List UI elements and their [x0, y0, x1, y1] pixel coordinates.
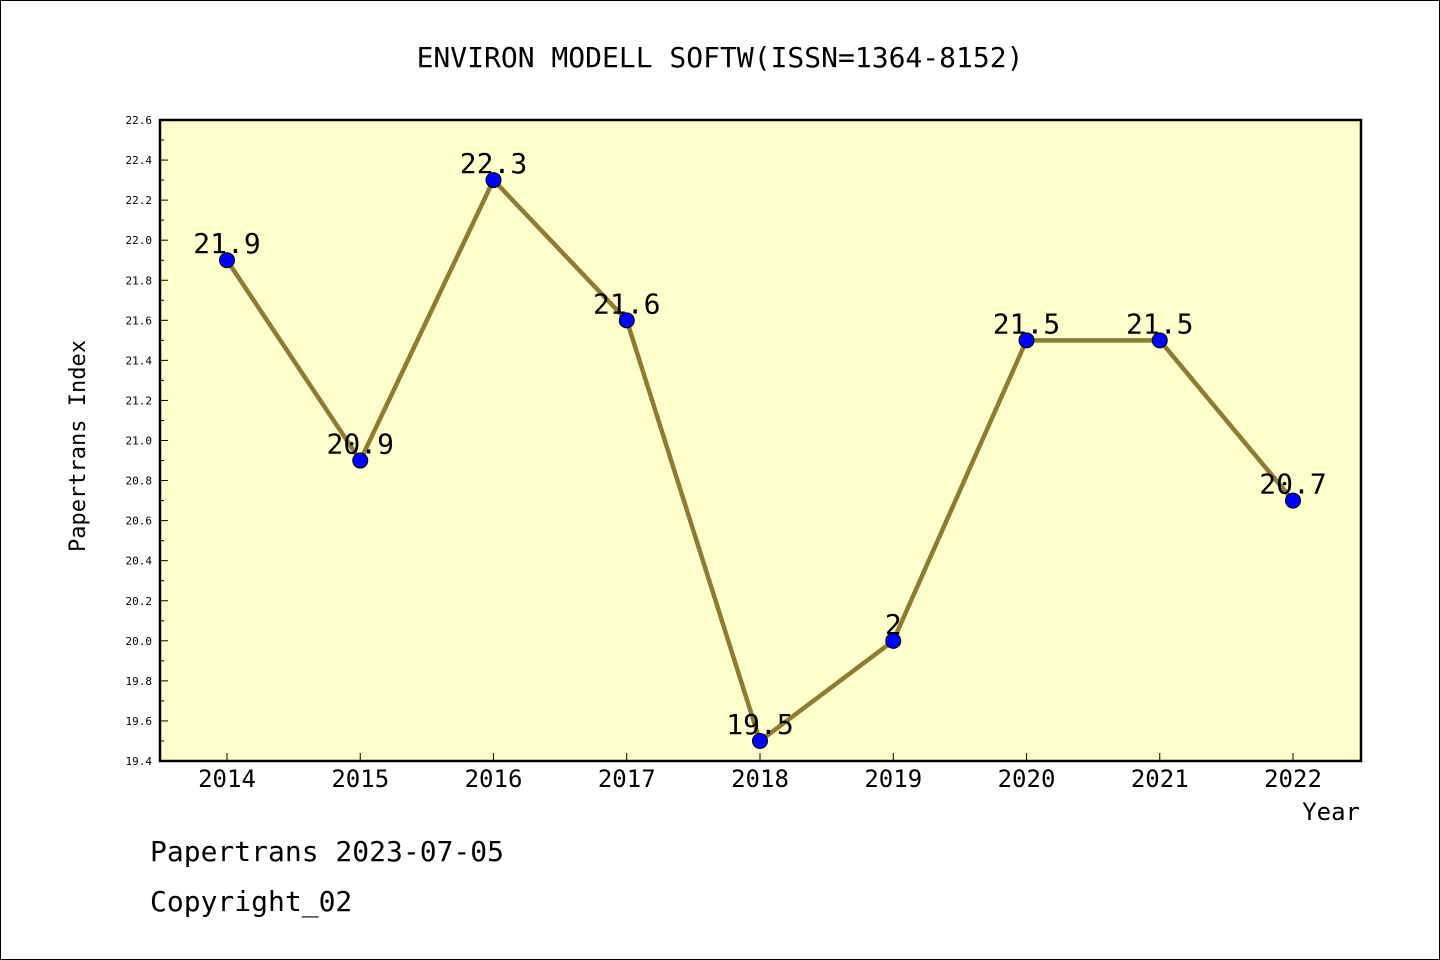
data-label: 22.3: [460, 147, 527, 180]
data-point: [485, 172, 502, 189]
y-tick-label: 20.2: [126, 595, 153, 608]
y-tick-label: 20.4: [126, 555, 153, 568]
x-tick-label: 2022: [1264, 765, 1322, 793]
footer-copyright: Copyright_02: [150, 885, 353, 918]
y-axis-ticks: 19.4 19.6 19.8 20.0 20.2 20.4 20.6 20.8 21.0 21.2…: [126, 114, 168, 768]
data-point: [752, 732, 768, 749]
data-point: [885, 632, 902, 649]
y-tick-label: 22.4: [126, 154, 153, 167]
data-point: [352, 452, 369, 469]
x-tick-label: 2018: [731, 765, 789, 793]
y-tick-label: 21.6: [126, 314, 153, 327]
plot-area: [158, 118, 1363, 763]
y-tick-label: 21.4: [126, 354, 153, 367]
y-tick-label: 21.0: [126, 435, 153, 448]
y-tick-label: 20.8: [126, 475, 153, 488]
y-tick-label: 21.8: [126, 274, 153, 287]
data-label: 20.7: [1259, 468, 1326, 501]
y-tick-label: 22.2: [126, 194, 153, 207]
data-point: [219, 252, 235, 269]
x-tick-label: 2014: [198, 765, 256, 793]
x-tick-label: 2017: [598, 765, 656, 793]
data-label: 20.9: [327, 428, 394, 461]
data-points: [219, 172, 1301, 749]
x-tick-label: 2020: [998, 765, 1056, 793]
y-tick-label: 22.0: [126, 234, 153, 247]
data-point: [618, 312, 635, 329]
x-tick-label: 2021: [1131, 765, 1189, 793]
data-label: 2: [885, 608, 902, 641]
x-tick-label: 2019: [864, 765, 922, 793]
data-label: 21.9: [193, 227, 260, 260]
y-tick-label: 19.4: [126, 755, 153, 768]
data-point: [1018, 332, 1035, 349]
y-tick-label: 20.0: [126, 635, 153, 648]
x-axis-label: Year: [1302, 798, 1360, 826]
data-label: 19.5: [726, 708, 793, 741]
footer-date: Papertrans 2023-07-05: [150, 835, 505, 868]
x-tick-label: 2015: [331, 765, 389, 793]
data-label: 21.6: [593, 287, 660, 320]
x-tick-label: 2016: [465, 765, 523, 793]
data-label: 21.5: [1126, 307, 1193, 340]
data-point: [1151, 332, 1168, 349]
x-axis-ticks: 2014 2015 2016 2017 2018 2019 2020 2021 2022: [198, 753, 1322, 793]
y-tick-label: 19.8: [126, 675, 153, 688]
data-label: 21.5: [993, 307, 1060, 340]
y-axis-label: Papertrans Index: [66, 340, 91, 552]
y-tick-label: 20.6: [126, 515, 153, 528]
y-tick-label: 21.2: [126, 394, 153, 407]
data-point: [1285, 492, 1301, 509]
y-tick-label: 19.6: [126, 715, 153, 728]
data-labels: 21.9 20.9 22.3 21.6 19.5 2 21.5 21.5 20.7: [193, 147, 1326, 741]
y-tick-label: 22.6: [126, 114, 153, 127]
chart-title: ENVIRON MODELL SOFTW(ISSN=1364-8152): [417, 41, 1024, 74]
